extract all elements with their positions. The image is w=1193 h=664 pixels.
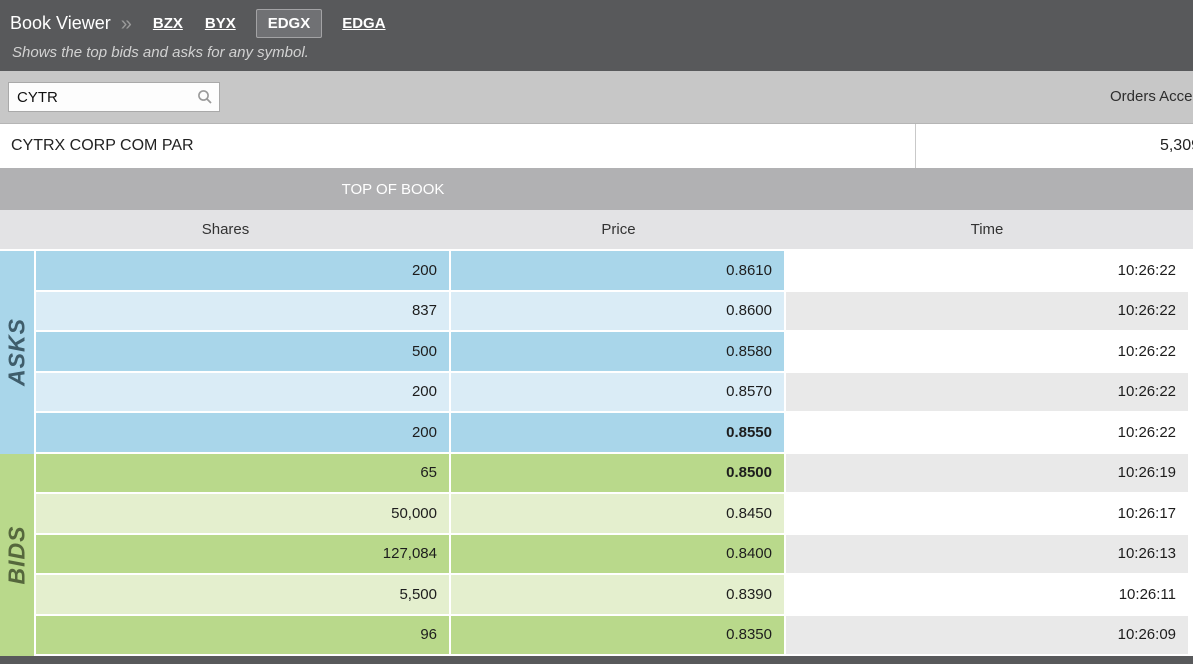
ask-time: 10:26:22 <box>786 332 1188 373</box>
bid-shares: 127,084 <box>36 534 451 575</box>
symbol-search-input[interactable] <box>8 82 220 112</box>
ask-shares: 500 <box>36 332 451 373</box>
tab-edgx[interactable]: EDGX <box>255 9 323 38</box>
bid-row: 96 0.8350 10:26:09 <box>36 615 1188 656</box>
bid-price: 0.8390 <box>451 575 786 616</box>
ask-shares: 837 <box>36 291 451 332</box>
bid-shares: 50,000 <box>36 494 451 535</box>
search-icon <box>198 90 212 104</box>
ask-time: 10:26:22 <box>786 372 1188 413</box>
tab-edga[interactable]: EDGA <box>342 15 386 32</box>
toolbar: Orders Accepted <box>0 71 1193 124</box>
ask-time: 10:26:22 <box>786 251 1188 292</box>
column-header-spacer <box>1188 210 1193 249</box>
bid-shares: 5,500 <box>36 575 451 616</box>
bid-price: 0.8400 <box>451 534 786 575</box>
ask-time: 10:26:22 <box>786 413 1188 454</box>
column-header-row: Shares Price Time <box>0 210 1193 251</box>
orders-accepted-value: 5,309 <box>1159 137 1193 154</box>
ask-price: 0.8610 <box>451 251 786 292</box>
ask-row: 500 0.8580 10:26:22 <box>36 332 1188 373</box>
bids-label: BIDS <box>3 525 30 585</box>
double-chevron-icon: » <box>120 12 132 35</box>
ask-shares: 200 <box>36 251 451 292</box>
bid-row: 5,500 0.8390 10:26:11 <box>36 575 1188 616</box>
orders-accepted-label: Orders Accepted <box>1110 88 1193 105</box>
bid-time: 10:26:09 <box>786 615 1188 656</box>
ask-row: 200 0.8570 10:26:22 <box>36 372 1188 413</box>
ask-price: 0.8580 <box>451 332 786 373</box>
app-header: Book Viewer » BZX BYX EDGX EDGA Shows th… <box>0 0 1193 71</box>
bid-row: 50,000 0.8450 10:26:17 <box>36 494 1188 535</box>
ask-shares: 200 <box>36 372 451 413</box>
page-subtitle: Shows the top bids and asks for any symb… <box>12 44 309 61</box>
ask-row: 837 0.8600 10:26:22 <box>36 291 1188 332</box>
top-of-book-title: TOP OF BOOK <box>341 180 445 198</box>
column-header-shares: Shares <box>201 221 250 238</box>
column-header-time: Time <box>970 221 1004 238</box>
ask-shares: 200 <box>36 413 451 454</box>
ask-price: 0.8570 <box>451 372 786 413</box>
bid-time: 10:26:19 <box>786 453 1188 494</box>
bid-time: 10:26:17 <box>786 494 1188 535</box>
book-body: ASKS BIDS 200 0.8610 10:26:22 837 0.8600… <box>0 251 1193 656</box>
book-rows: 200 0.8610 10:26:22 837 0.8600 10:26:22 … <box>36 251 1188 656</box>
bid-time: 10:26:11 <box>786 575 1188 616</box>
tab-byx[interactable]: BYX <box>204 15 236 32</box>
ask-time: 10:26:22 <box>786 291 1188 332</box>
bid-time: 10:26:13 <box>786 534 1188 575</box>
bids-section-strip: BIDS <box>0 453 36 656</box>
top-of-book-bar: TOP OF BOOK <box>0 168 1193 210</box>
bid-row: 127,084 0.8400 10:26:13 <box>36 534 1188 575</box>
ask-row: 200 0.8610 10:26:22 <box>36 251 1188 292</box>
footer-bar <box>0 656 1193 664</box>
asks-section-strip: ASKS <box>0 251 36 454</box>
best-bid-price: 0.8500 <box>451 453 786 494</box>
symbol-description: CYTRX CORP COM PAR <box>0 124 916 168</box>
tab-bzx[interactable]: BZX <box>152 15 183 32</box>
asks-label: ASKS <box>3 318 30 387</box>
side-strip: ASKS BIDS <box>0 251 36 656</box>
ask-row-best: 200 0.8550 10:26:22 <box>36 413 1188 454</box>
search-box <box>8 82 220 112</box>
column-header-price: Price <box>601 221 636 238</box>
orders-accepted-cell: 5,309 <box>916 124 1193 168</box>
bid-shares: 65 <box>36 453 451 494</box>
bid-price: 0.8350 <box>451 615 786 656</box>
bid-row-best: 65 0.8500 10:26:19 <box>36 453 1188 494</box>
symbol-info-row: CYTRX CORP COM PAR 5,309 <box>0 124 1193 168</box>
bid-price: 0.8450 <box>451 494 786 535</box>
ask-price: 0.8600 <box>451 291 786 332</box>
bid-shares: 96 <box>36 615 451 656</box>
page-title: Book Viewer <box>10 13 111 33</box>
best-ask-price: 0.8550 <box>451 413 786 454</box>
